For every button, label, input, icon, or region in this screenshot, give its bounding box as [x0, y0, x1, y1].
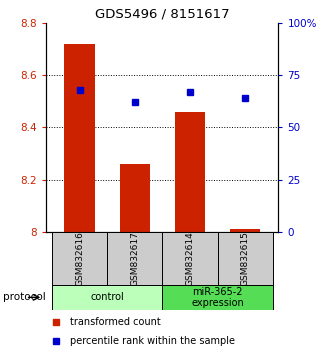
- Bar: [230, 229, 260, 232]
- Bar: [64, 44, 95, 232]
- Bar: [218, 232, 273, 285]
- Bar: [162, 232, 218, 285]
- Text: protocol: protocol: [3, 292, 46, 302]
- Text: transformed count: transformed count: [70, 318, 160, 327]
- Text: GSM832615: GSM832615: [241, 231, 250, 286]
- Title: GDS5496 / 8151617: GDS5496 / 8151617: [95, 7, 230, 21]
- Text: control: control: [90, 292, 124, 302]
- Text: GSM832617: GSM832617: [130, 231, 139, 286]
- Bar: [52, 232, 107, 285]
- Text: miR-365-2
expression: miR-365-2 expression: [191, 286, 244, 308]
- Text: GSM832616: GSM832616: [75, 231, 84, 286]
- Bar: [120, 164, 150, 232]
- Bar: [52, 285, 162, 310]
- Text: GSM832614: GSM832614: [186, 231, 195, 286]
- Bar: [107, 232, 162, 285]
- Bar: [175, 112, 205, 232]
- Text: percentile rank within the sample: percentile rank within the sample: [70, 336, 235, 346]
- Bar: [162, 285, 273, 310]
